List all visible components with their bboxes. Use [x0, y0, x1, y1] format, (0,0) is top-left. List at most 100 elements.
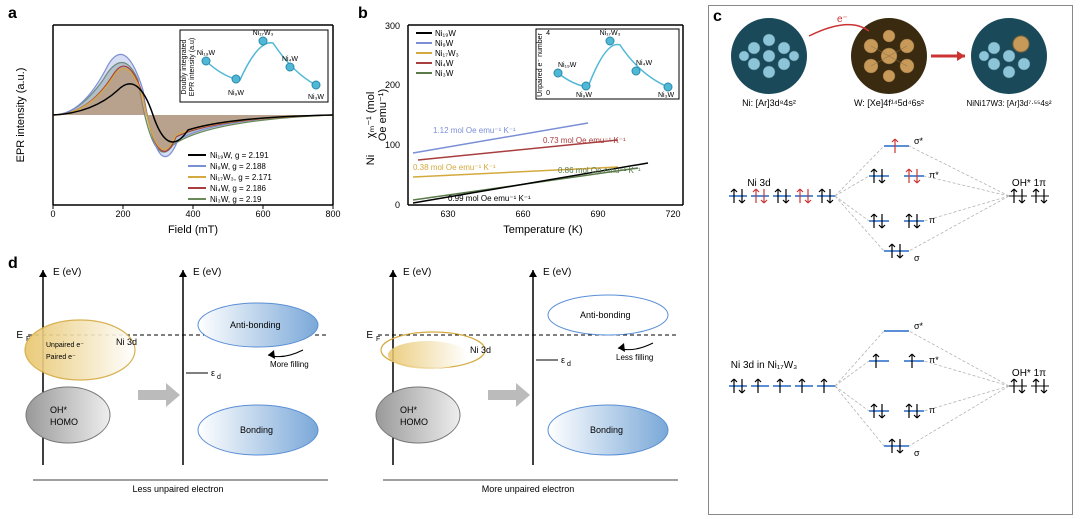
- svg-text:NiNi17W3: [Ar]3d⁷·⁵⁵4s²: NiNi17W3: [Ar]3d⁷·⁵⁵4s²: [966, 99, 1051, 108]
- svg-text:OH* 1π: OH* 1π: [1012, 368, 1046, 379]
- atom-w: [851, 18, 927, 94]
- svg-text:600: 600: [255, 209, 270, 219]
- mo-diagram-2: Ni 3d in Ni₁₇W₃ OH* 1π: [729, 321, 1049, 458]
- svg-text:0.99 mol Oe emu⁻¹ K⁻¹: 0.99 mol Oe emu⁻¹ K⁻¹: [448, 194, 531, 203]
- svg-text:d: d: [567, 361, 571, 368]
- panel-d-diagram: E (eV) E (eV) EF Ni 3d Unpaired e⁻ Paire…: [8, 255, 698, 513]
- svg-text:4: 4: [546, 30, 550, 37]
- svg-text:OH* 1π: OH* 1π: [1012, 178, 1046, 189]
- svg-text:EPR intensity (a.u): EPR intensity (a.u): [189, 38, 196, 96]
- svg-text:π: π: [929, 215, 935, 225]
- svg-text:e⁻: e⁻: [837, 14, 848, 25]
- svg-text:Oe emu⁻¹): Oe emu⁻¹): [377, 89, 389, 141]
- svg-text:E (eV): E (eV): [543, 267, 571, 278]
- svg-text:0.73 mol Oe emu⁻¹ K⁻¹: 0.73 mol Oe emu⁻¹ K⁻¹: [543, 136, 626, 145]
- svg-text:660: 660: [515, 209, 530, 219]
- svg-text:Ni₄W: Ni₄W: [282, 56, 298, 63]
- svg-text:χₘ⁻¹ (mol: χₘ⁻¹ (mol: [365, 92, 377, 139]
- svg-text:630: 630: [440, 209, 455, 219]
- svg-text:σ: σ: [914, 253, 920, 263]
- svg-text:200: 200: [385, 80, 400, 90]
- panel-d: d E (eV) E (eV) EF Ni 3d Unpaired e⁻ Pai…: [8, 255, 698, 515]
- svg-text:Anti-bonding: Anti-bonding: [580, 310, 631, 320]
- svg-text:OH*: OH*: [400, 405, 418, 415]
- svg-text:Bonding: Bonding: [240, 425, 273, 435]
- svg-text:800: 800: [325, 209, 340, 219]
- svg-text:Ni₃W: Ni₃W: [308, 94, 324, 101]
- svg-text:Ni₃W: Ni₃W: [658, 92, 674, 99]
- panel-a-chart: 0 200 400 600 800 Field (mT) EPR intensi…: [8, 5, 348, 240]
- svg-text:690: 690: [590, 209, 605, 219]
- svg-text:More filling: More filling: [270, 360, 309, 369]
- svg-text:Ni₁₉W: Ni₁₉W: [197, 50, 216, 57]
- svg-text:Ni₄W: Ni₄W: [435, 59, 454, 68]
- svg-text:F: F: [376, 336, 380, 343]
- svg-text:400: 400: [185, 209, 200, 219]
- svg-text:W: [Xe]4f¹⁴5d⁴6s²: W: [Xe]4f¹⁴5d⁴6s²: [854, 98, 924, 108]
- svg-text:ε: ε: [561, 355, 565, 365]
- svg-text:Ni₄W: Ni₄W: [636, 60, 652, 67]
- x-ticks: 0 200 400 600 800: [50, 205, 340, 219]
- svg-text:Ni₁₇W₃: Ni₁₇W₃: [435, 49, 459, 58]
- svg-text:Ni₁₉W: Ni₁₉W: [435, 29, 456, 38]
- svg-text:Ni₉W, g = 2.188: Ni₉W, g = 2.188: [210, 162, 266, 171]
- svg-text:Unpaired e⁻: Unpaired e⁻: [46, 342, 84, 349]
- svg-text:Ni₁₉W: Ni₁₉W: [558, 62, 577, 69]
- svg-text:300: 300: [385, 21, 400, 31]
- svg-text:Ni₄W, g = 2.186: Ni₄W, g = 2.186: [210, 184, 267, 193]
- atom-alloy: [971, 18, 1047, 94]
- svg-text:720: 720: [665, 209, 680, 219]
- svg-text:E: E: [366, 330, 373, 341]
- svg-text:d: d: [217, 374, 221, 381]
- svg-text:0.86 mol Oe emu⁻¹ K⁻¹: 0.86 mol Oe emu⁻¹ K⁻¹: [558, 166, 641, 175]
- svg-text:0: 0: [50, 209, 55, 219]
- inset-a: Doubly integrated EPR intensity (a.u) Ni…: [180, 30, 328, 102]
- svg-text:HOMO: HOMO: [50, 417, 78, 427]
- svg-text:Ni 3d: Ni 3d: [116, 337, 137, 347]
- svg-text:Ni₁₇W₃, g = 2.171: Ni₁₇W₃, g = 2.171: [210, 173, 272, 182]
- svg-text:0.38 mol Oe emu⁻¹ K⁻¹: 0.38 mol Oe emu⁻¹ K⁻¹: [413, 163, 496, 172]
- svg-text:Ni₃W, g = 2.19: Ni₃W, g = 2.19: [210, 195, 262, 204]
- svg-text:Less filling: Less filling: [616, 353, 653, 362]
- svg-text:E (eV): E (eV): [193, 267, 221, 278]
- svg-text:E (eV): E (eV): [403, 267, 431, 278]
- svg-text:σ*: σ*: [914, 321, 924, 331]
- panel-c: c: [708, 5, 1073, 515]
- panel-d-label: d: [8, 255, 18, 273]
- panel-b-chart: 0 100 200 300 630 660 690 720 Temperatur…: [358, 5, 698, 240]
- svg-text:Doubly integrated: Doubly integrated: [181, 39, 188, 94]
- panel-c-label: c: [713, 8, 722, 26]
- svg-text:0: 0: [546, 90, 550, 97]
- svg-text:ε: ε: [211, 368, 215, 378]
- svg-text:Ni₁₇W₃: Ni₁₇W₃: [253, 30, 274, 37]
- svg-text:Unpaired e⁻ number: Unpaired e⁻ number: [537, 33, 544, 97]
- svg-text:Ni₉W: Ni₉W: [435, 39, 454, 48]
- svg-text:Bonding: Bonding: [590, 425, 623, 435]
- svg-text:OH*: OH*: [50, 405, 68, 415]
- panel-c-diagram: e⁻ Ni: [Ar]3d⁸4s² W: [Xe]4f¹⁴5d⁴6s² NiNi…: [709, 6, 1074, 514]
- svg-text:Ni 3d: Ni 3d: [470, 345, 491, 355]
- d-left: E (eV) E (eV) EF Ni 3d Unpaired e⁻ Paire…: [16, 267, 328, 494]
- inset-b: Unpaired e⁻ number 4 0 Ni₁₉W Ni₉W Ni₁₇W₃…: [536, 29, 679, 99]
- svg-text:0: 0: [395, 200, 400, 210]
- svg-text:π*: π*: [929, 355, 939, 365]
- mo-diagram-1: Ni 3d OH* 1π: [729, 136, 1049, 263]
- svg-text:Ni 3d: Ni 3d: [747, 178, 770, 189]
- d-right: E (eV) E (eV) EF Ni 3d OH* HOMO Anti-bon…: [366, 267, 678, 494]
- atom-ni: [731, 18, 807, 94]
- svg-text:E: E: [16, 330, 23, 341]
- svg-text:Anti-bonding: Anti-bonding: [230, 320, 281, 330]
- svg-text:Ni₉W: Ni₉W: [576, 92, 592, 99]
- svg-text:Ni 3d in Ni₁₇W₃: Ni 3d in Ni₁₇W₃: [731, 360, 797, 371]
- panel-a-label: a: [8, 5, 17, 23]
- legend: Ni₁₉W, g = 2.191 Ni₉W, g = 2.188 Ni₁₇W₃,…: [188, 151, 272, 204]
- panel-b-label: b: [358, 5, 368, 23]
- svg-text:Ni: [Ar]3d⁸4s²: Ni: [Ar]3d⁸4s²: [742, 98, 796, 108]
- xlabel-b: Temperature (K): [503, 224, 582, 236]
- svg-text:E (eV): E (eV): [53, 267, 81, 278]
- svg-text:Less unpaired electron: Less unpaired electron: [132, 484, 223, 494]
- panel-b: b 0 100 200 300 630 660 690 720 Temperat…: [358, 5, 698, 240]
- svg-text:Ni₉W: Ni₉W: [228, 90, 244, 97]
- svg-text:Ni₁₇W₃: Ni₁₇W₃: [600, 30, 621, 37]
- ylabel: EPR intensity (a.u.): [15, 68, 27, 163]
